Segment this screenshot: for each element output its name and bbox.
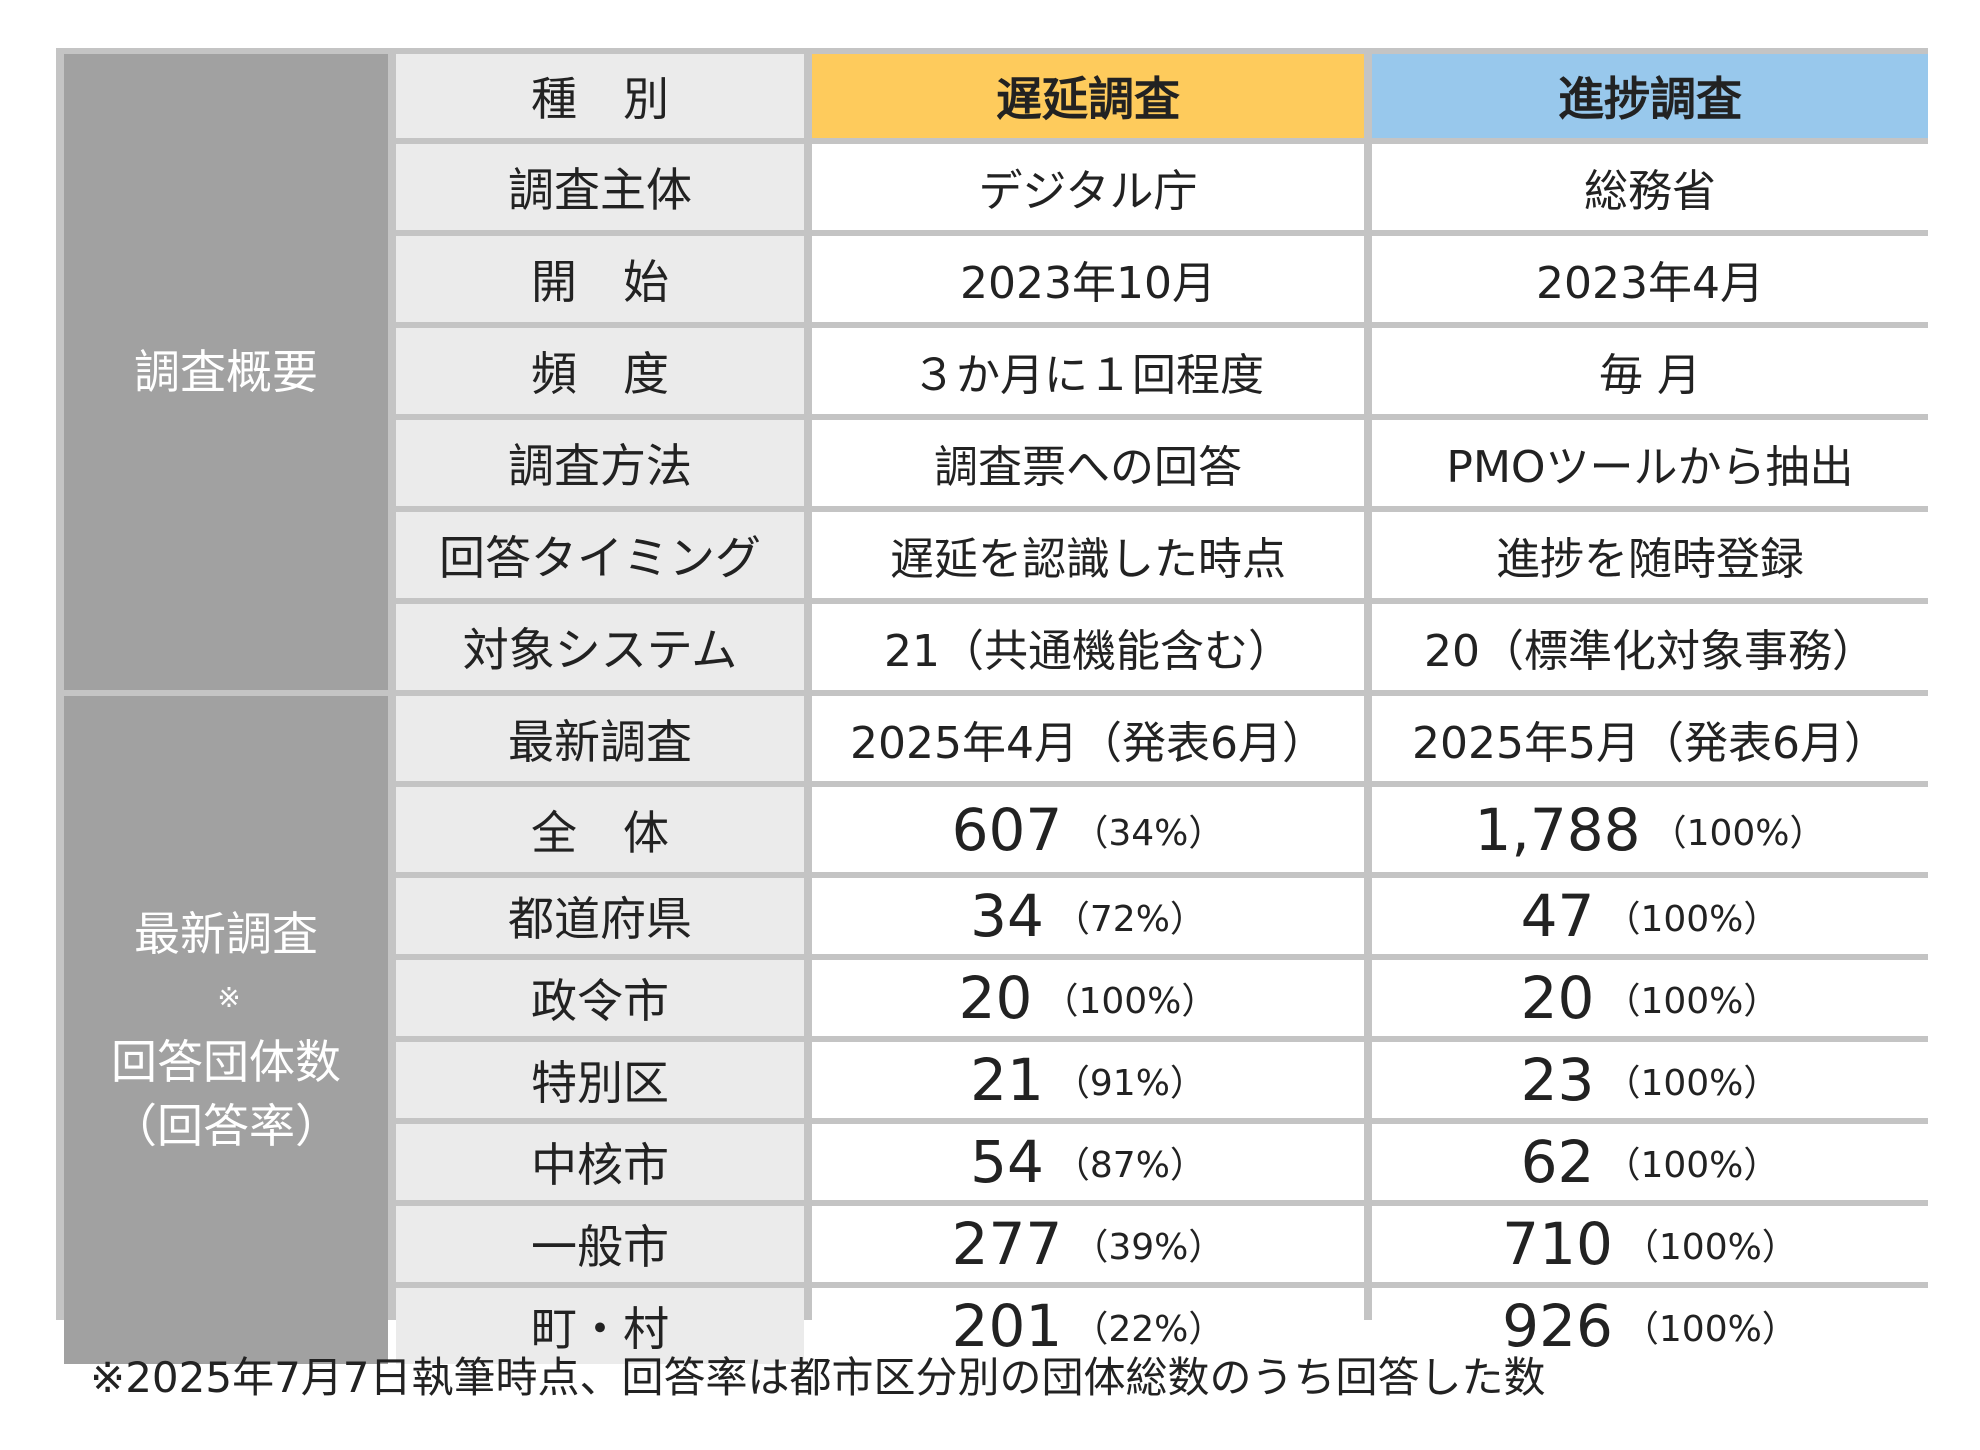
delay-cell: 調査票への回答	[812, 420, 1364, 506]
row-label: 町・村	[396, 1288, 804, 1364]
delay-cell: 21（共通機能含む）	[812, 604, 1364, 690]
delay-cell: 遅延を認識した時点	[812, 512, 1364, 598]
progress-result-cell: 926 （100%）	[1372, 1288, 1928, 1364]
delay-result-cell: 607 （34%）	[812, 787, 1364, 872]
progress-count: 20	[1520, 964, 1595, 1032]
row-label: 中核市	[396, 1124, 804, 1200]
progress-cell: PMOツールから抽出	[1372, 420, 1928, 506]
progress-cell: 2023年4月	[1372, 236, 1928, 322]
progress-rate: （100%）	[1622, 1227, 1798, 1268]
delay-count: 54	[970, 1128, 1044, 1196]
progress-count: 47	[1520, 882, 1595, 950]
type-label: 種 別	[396, 54, 804, 138]
progress-count: 23	[1520, 1046, 1595, 1114]
row-label: 政令市	[396, 960, 804, 1036]
progress-cell: 毎 月	[1372, 328, 1928, 414]
progress-survey-header: 進捗調査	[1372, 54, 1928, 138]
row-label: 開 始	[396, 236, 804, 322]
survey-comparison-table: 調査概要 最新調査 ※ 回答団体数 （回答率） 種 別 遅延調査 進捗調査 調査主…	[56, 48, 1928, 1364]
results-group-note-mark: ※	[217, 981, 241, 1014]
results-group-line1: 最新調査 ※	[134, 902, 318, 1030]
row-label: 調査方法	[396, 420, 804, 506]
row-label: 頻 度	[396, 328, 804, 414]
row-label: 一般市	[396, 1206, 804, 1282]
delay-result-cell: 21 （91%）	[812, 1042, 1364, 1118]
delay-result-cell: 20 （100%）	[812, 960, 1364, 1036]
progress-count: 710	[1502, 1210, 1613, 1278]
delay-count: 277	[951, 1210, 1063, 1278]
results-group-line2: 回答団体数	[111, 1035, 341, 1089]
delay-cell: ３か月に１回程度	[812, 328, 1364, 414]
row-label: 対象システム	[396, 604, 804, 690]
progress-count: 1,788	[1474, 795, 1641, 864]
row-label: 都道府県	[396, 878, 804, 954]
progress-result-cell: 23 （100%）	[1372, 1042, 1928, 1118]
progress-cell: 2025年5月（発表6月）	[1372, 696, 1928, 781]
progress-rate: （100%）	[1604, 899, 1780, 940]
row-label: 回答タイミング	[396, 512, 804, 598]
progress-count: 62	[1520, 1128, 1595, 1196]
delay-rate: （87%）	[1053, 1145, 1206, 1186]
progress-result-cell: 1,788 （100%）	[1372, 787, 1928, 872]
progress-cell: 20（標準化対象事務）	[1372, 604, 1928, 690]
row-label: 全 体	[396, 787, 804, 872]
results-group-line1-text: 最新調査	[134, 907, 318, 961]
delay-count: 607	[951, 795, 1063, 864]
delay-cell: 2025年4月（発表6月）	[812, 696, 1364, 781]
delay-cell: 2023年10月	[812, 236, 1364, 322]
overview-group-label: 調査概要	[64, 54, 388, 690]
progress-rate: （100%）	[1622, 1309, 1798, 1350]
progress-count: 926	[1502, 1292, 1613, 1360]
delay-result-cell: 34 （72%）	[812, 878, 1364, 954]
progress-rate: （100%）	[1604, 981, 1780, 1022]
delay-result-cell: 201 （22%）	[812, 1288, 1364, 1364]
delay-count: 21	[970, 1046, 1044, 1114]
delay-result-cell: 54 （87%）	[812, 1124, 1364, 1200]
delay-rate: （91%）	[1053, 1063, 1206, 1104]
progress-cell: 進捗を随時登録	[1372, 512, 1928, 598]
delay-rate: （22%）	[1072, 1309, 1225, 1350]
delay-survey-header: 遅延調査	[812, 54, 1364, 138]
overview-group-text: 調査概要	[134, 345, 318, 399]
delay-count: 34	[970, 882, 1044, 950]
delay-rate: （39%）	[1072, 1227, 1225, 1268]
progress-result-cell: 62 （100%）	[1372, 1124, 1928, 1200]
row-label: 調査主体	[396, 144, 804, 230]
delay-result-cell: 277 （39%）	[812, 1206, 1364, 1282]
progress-cell: 総務省	[1372, 144, 1928, 230]
delay-count: 201	[951, 1292, 1063, 1360]
progress-result-cell: 710 （100%）	[1372, 1206, 1928, 1282]
row-label: 特別区	[396, 1042, 804, 1118]
progress-rate: （100%）	[1604, 1063, 1780, 1104]
delay-count: 20	[958, 964, 1033, 1032]
row-label: 最新調査	[396, 696, 804, 781]
progress-result-cell: 20 （100%）	[1372, 960, 1928, 1036]
delay-rate: （100%）	[1042, 981, 1218, 1022]
delay-cell: デジタル庁	[812, 144, 1364, 230]
progress-result-cell: 47 （100%）	[1372, 878, 1928, 954]
progress-rate: （100%）	[1650, 812, 1826, 854]
delay-rate: （34%）	[1072, 812, 1225, 854]
delay-rate: （72%）	[1053, 899, 1206, 940]
footnote: ※2025年7月7日執筆時点、回答率は都市区分別の団体総数のうち回答した数	[90, 1353, 1546, 1402]
results-group-line3: （回答率）	[111, 1099, 341, 1153]
results-group-label: 最新調査 ※ 回答団体数 （回答率）	[64, 696, 388, 1364]
progress-rate: （100%）	[1604, 1145, 1780, 1186]
